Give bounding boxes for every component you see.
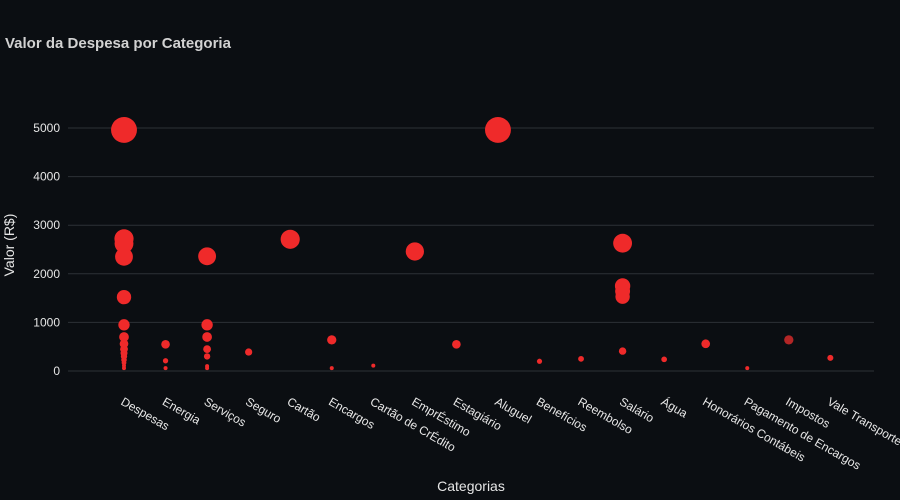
y-axis-title: Valor (R$) <box>1 214 17 277</box>
data-points[interactable] <box>111 116 834 371</box>
x-tick-label: Cartão <box>285 394 323 424</box>
x-axis-title: Categorias <box>437 478 505 494</box>
data-point[interactable] <box>163 366 168 371</box>
x-tick-label: Encargos <box>326 394 377 431</box>
y-tick-label: 1000 <box>33 315 60 329</box>
data-point[interactable] <box>329 366 334 371</box>
data-point[interactable] <box>121 360 127 366</box>
data-point[interactable] <box>536 358 543 364</box>
data-point[interactable] <box>203 353 211 360</box>
grid-layer <box>68 127 874 372</box>
y-tick-label: 2000 <box>33 267 60 281</box>
data-point[interactable] <box>114 234 134 254</box>
data-point[interactable] <box>203 345 212 354</box>
data-point[interactable] <box>198 247 217 266</box>
data-point[interactable] <box>701 339 711 349</box>
data-point[interactable] <box>245 348 253 356</box>
data-point[interactable] <box>618 347 627 355</box>
data-point[interactable] <box>578 355 584 362</box>
data-point[interactable] <box>205 366 210 371</box>
data-point[interactable] <box>485 116 511 143</box>
data-point[interactable] <box>161 339 170 349</box>
data-point[interactable] <box>661 356 668 363</box>
data-point[interactable] <box>745 366 750 371</box>
data-point[interactable] <box>615 289 630 304</box>
data-point[interactable] <box>118 319 130 331</box>
data-point[interactable] <box>115 247 133 266</box>
data-point[interactable] <box>784 335 794 345</box>
x-tick-label: Serviços <box>202 394 249 429</box>
data-point[interactable] <box>116 289 132 305</box>
y-tick-label: 5000 <box>33 121 60 135</box>
data-point[interactable] <box>280 229 300 249</box>
data-point[interactable] <box>327 335 337 345</box>
y-tick-label: 4000 <box>33 170 60 184</box>
data-point[interactable] <box>371 363 376 368</box>
x-tick-label: Vale Transporte <box>825 394 900 448</box>
data-point[interactable] <box>405 242 424 261</box>
x-tick-label: Água <box>659 394 691 421</box>
data-point[interactable] <box>111 116 137 143</box>
data-point[interactable] <box>162 358 169 364</box>
chart-title: Valor da Despesa por Categoria <box>5 35 231 52</box>
data-point[interactable] <box>613 233 633 253</box>
data-point[interactable] <box>201 319 213 331</box>
data-point[interactable] <box>119 332 129 342</box>
y-tick-label: 3000 <box>33 218 60 232</box>
data-point[interactable] <box>122 366 126 371</box>
y-tick-label: 0 <box>53 364 60 378</box>
x-tick-label: Seguro <box>243 394 284 426</box>
y-tick-labels: 0 1000 2000 3000 4000 5000 <box>33 121 60 378</box>
data-point[interactable] <box>452 339 461 349</box>
data-point[interactable] <box>827 354 834 361</box>
data-point[interactable] <box>202 332 212 342</box>
